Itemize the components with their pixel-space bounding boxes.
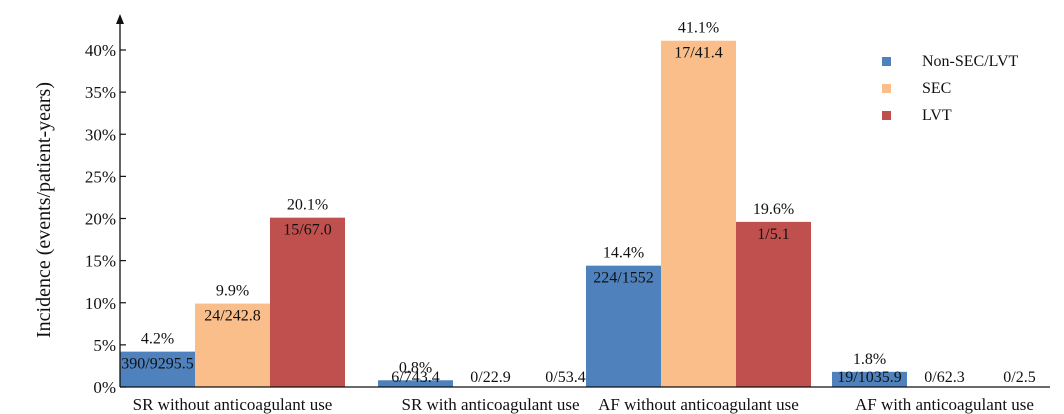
count-label: 224/1552 <box>593 270 653 287</box>
count-label: 0/53.4 <box>545 369 585 386</box>
y-tick-label: 15% <box>85 252 116 271</box>
legend-label: Non-SEC/LVT <box>922 53 1019 70</box>
count-label: 19/1035.9 <box>837 369 901 386</box>
count-label: 17/41.4 <box>674 45 722 62</box>
bar-2-3 <box>661 40 736 388</box>
value-label: 41.1% <box>678 20 719 37</box>
count-label: 24/242.8 <box>204 308 260 325</box>
bar-1-1 <box>120 351 195 387</box>
y-tick-label: 20% <box>85 210 116 229</box>
bar-1-4 <box>832 371 907 387</box>
y-axis-label: Incidence (events/patient-years) <box>33 82 55 338</box>
value-label: 1.8% <box>853 351 886 368</box>
y-tick-label: 25% <box>85 167 116 186</box>
labels-layer: 4.2% 390/9295.5 0.8%6/743.4 14.4% 224/1552 1.… <box>121 20 1035 386</box>
count-label: 0/2.5 <box>1003 369 1035 386</box>
bar-2-1 <box>195 303 270 387</box>
axes-layer: 0% 5% 10% 15% 20% 25% 30% 35% 40% SR without anti… <box>85 14 1050 414</box>
value-label: 14.4% <box>603 245 644 262</box>
legend-label: LVT <box>922 107 952 124</box>
legend: Non-SEC/LVT SEC LVT <box>882 53 1019 124</box>
count-label: 15/67.0 <box>283 222 331 239</box>
legend-label: SEC <box>922 80 951 97</box>
category-label: AF without anticoagulant use <box>598 395 799 414</box>
legend-swatch <box>882 111 891 120</box>
legend-swatch <box>882 84 891 93</box>
legend-swatch <box>882 57 891 66</box>
bar-1-2 <box>378 380 453 387</box>
count-label: 0/62.3 <box>924 369 964 386</box>
category-label: SR with anticoagulant use <box>401 395 579 414</box>
y-tick-label: 35% <box>85 83 116 102</box>
y-tick-label: 5% <box>93 336 116 355</box>
count-label: 6/743.4 <box>391 369 439 386</box>
bar-3-3 <box>736 221 811 387</box>
value-label: 19.6% <box>753 201 794 218</box>
value-label: 20.1% <box>287 197 328 214</box>
y-tick-label: 30% <box>85 125 116 144</box>
count-label: 1/5.1 <box>757 226 789 243</box>
y-tick-label: 0% <box>93 378 116 397</box>
value-label: 9.9% <box>216 283 249 300</box>
y-tick-label: 10% <box>85 294 116 313</box>
count-label: 390/9295.5 <box>121 356 193 373</box>
value-label: 4.2% <box>141 331 174 348</box>
y-axis-arrow <box>116 14 124 24</box>
y-tick-label: 40% <box>85 41 116 60</box>
bars-layer <box>120 40 907 388</box>
bar-3-1 <box>270 217 345 387</box>
bar-1-3 <box>586 265 661 387</box>
category-label: AF with anticoagulant use <box>855 395 1034 414</box>
value-label: 0.8% <box>399 359 432 376</box>
count-label: 0/22.9 <box>470 369 510 386</box>
category-label: SR without anticoagulant use <box>133 395 333 414</box>
